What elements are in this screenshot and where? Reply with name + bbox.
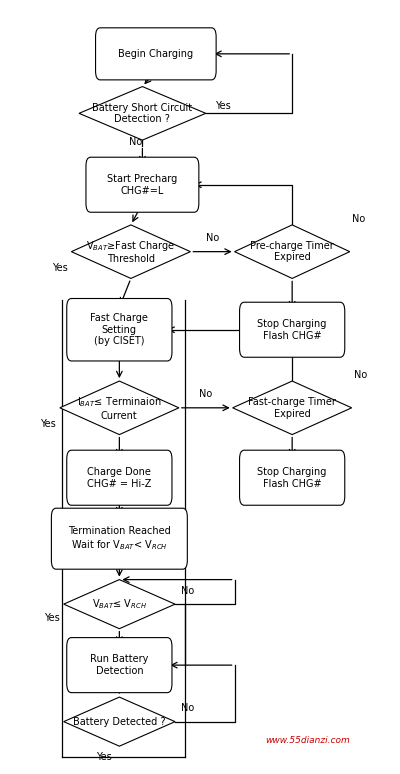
Text: No: No	[181, 586, 194, 596]
Polygon shape	[234, 225, 350, 279]
Text: No: No	[352, 214, 365, 224]
Polygon shape	[71, 225, 190, 279]
Text: No: No	[181, 704, 194, 714]
Text: Stop Charging
Flash CHG#: Stop Charging Flash CHG#	[258, 319, 327, 341]
Text: Yes: Yes	[215, 101, 231, 111]
FancyBboxPatch shape	[240, 302, 345, 358]
Text: No: No	[129, 137, 142, 147]
Text: Stop Charging
Flash CHG#: Stop Charging Flash CHG#	[258, 467, 327, 488]
Text: Battery Short Circuit
Detection ?: Battery Short Circuit Detection ?	[92, 102, 192, 124]
Text: I$_{BAT}$≤ Terminaion
Current: I$_{BAT}$≤ Terminaion Current	[77, 395, 162, 420]
Text: No: No	[199, 389, 212, 399]
Polygon shape	[64, 697, 175, 746]
Polygon shape	[79, 87, 206, 140]
FancyBboxPatch shape	[67, 450, 172, 505]
Text: V$_{BAT}$≤ V$_{RCH}$: V$_{BAT}$≤ V$_{RCH}$	[92, 598, 147, 611]
Text: Termination Reached
Wait for V$_{BAT}$< V$_{RCH}$: Termination Reached Wait for V$_{BAT}$< …	[68, 526, 171, 552]
Text: Start Precharg
CHG#=L: Start Precharg CHG#=L	[107, 174, 178, 196]
Text: V$_{BAT}$≥Fast Charge
Threshold: V$_{BAT}$≥Fast Charge Threshold	[86, 239, 175, 265]
Polygon shape	[233, 381, 352, 434]
Text: No: No	[354, 370, 367, 380]
Polygon shape	[64, 580, 175, 628]
Text: Run Battery
Detection: Run Battery Detection	[90, 654, 148, 676]
FancyBboxPatch shape	[67, 638, 172, 693]
Text: Yes: Yes	[52, 263, 68, 273]
Text: No: No	[206, 233, 219, 243]
Text: Charge Done
CHG# = Hi-Z: Charge Done CHG# = Hi-Z	[87, 467, 152, 488]
FancyBboxPatch shape	[86, 157, 199, 212]
Text: Fast-charge Timer
Expired: Fast-charge Timer Expired	[248, 397, 336, 419]
Text: Fast Charge
Setting
(by CISET): Fast Charge Setting (by CISET)	[90, 313, 148, 346]
Text: Yes: Yes	[44, 612, 60, 622]
Text: Begin Charging: Begin Charging	[118, 49, 194, 59]
Text: Yes: Yes	[40, 420, 56, 429]
Text: Yes: Yes	[96, 752, 112, 762]
Text: www.55dianzi.com: www.55dianzi.com	[265, 736, 350, 745]
FancyBboxPatch shape	[96, 28, 216, 80]
FancyBboxPatch shape	[51, 509, 187, 569]
Text: Pre-charge Timer
Expired: Pre-charge Timer Expired	[250, 241, 334, 262]
Text: Battery Detected ?: Battery Detected ?	[73, 717, 166, 727]
FancyBboxPatch shape	[67, 299, 172, 361]
Polygon shape	[60, 381, 179, 434]
FancyBboxPatch shape	[240, 450, 345, 505]
